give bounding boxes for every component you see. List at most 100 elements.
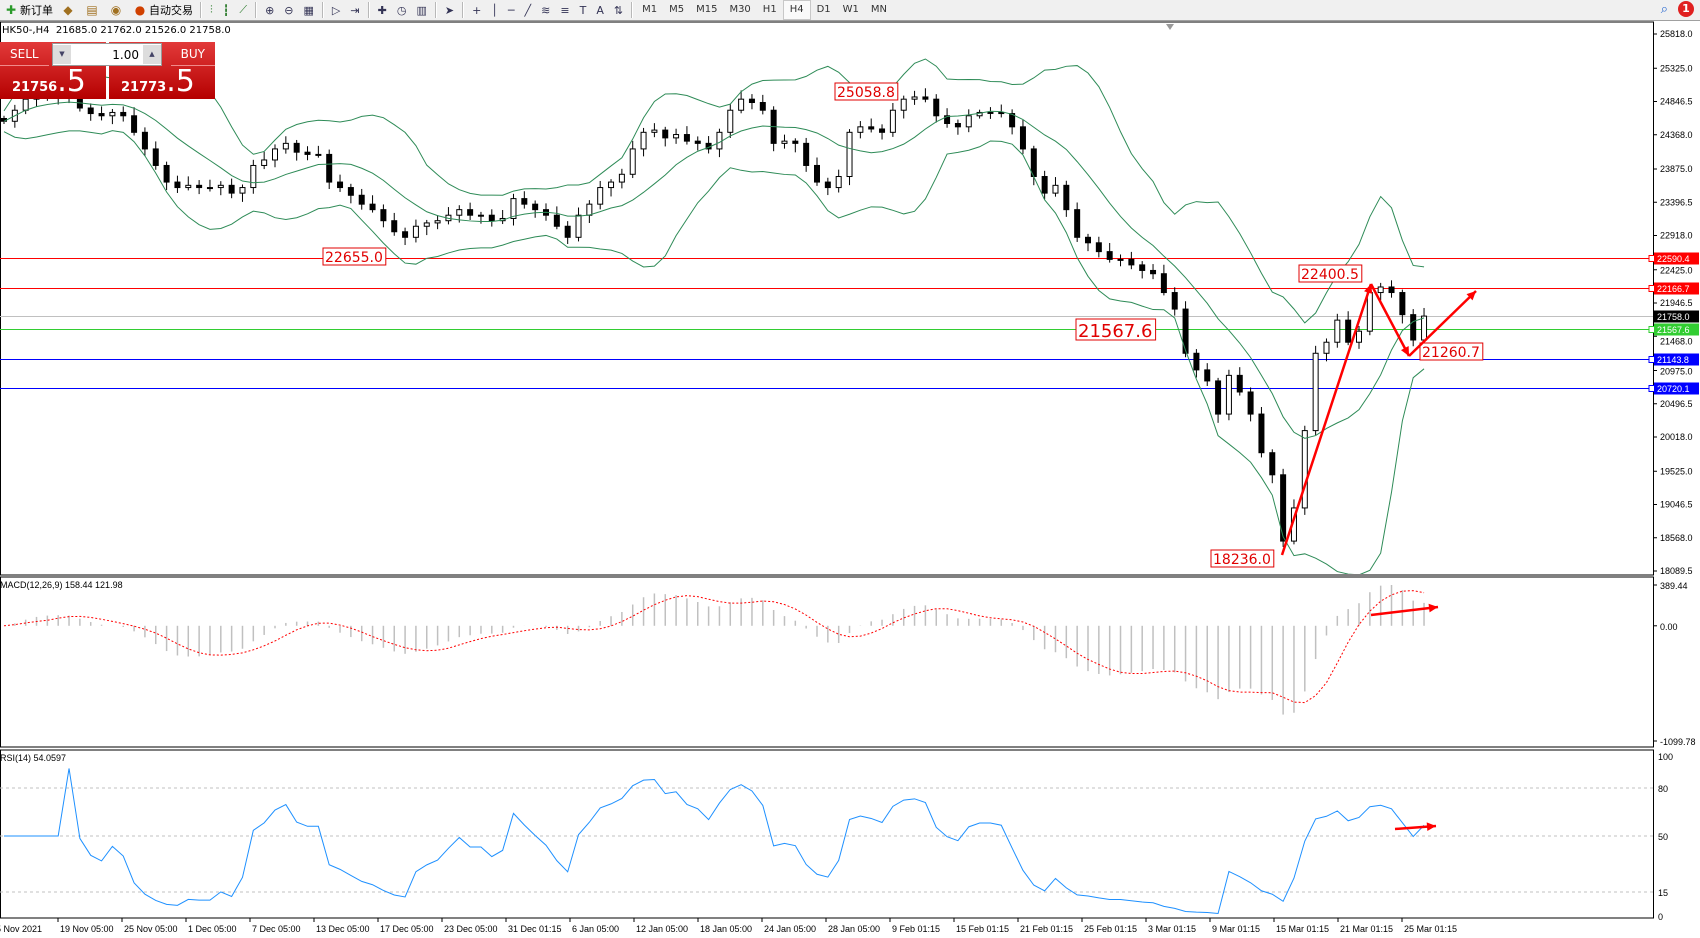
buy-price-main: 21773 bbox=[121, 80, 167, 95]
candlestick-icon[interactable]: ┇ bbox=[222, 3, 230, 17]
timeframe-d1[interactable]: D1 bbox=[816, 4, 831, 15]
candle-body bbox=[109, 111, 116, 117]
price-axis-label: 25818.0 bbox=[1660, 29, 1693, 39]
separator bbox=[367, 2, 370, 18]
macd-axis-label: 389.44 bbox=[1660, 581, 1688, 591]
timeframe-mn[interactable]: MN bbox=[870, 4, 887, 15]
price-line-label-bg bbox=[1654, 353, 1699, 366]
templates-icon[interactable]: ▥ bbox=[416, 3, 427, 17]
candle-body bbox=[618, 173, 625, 183]
candle-body bbox=[369, 203, 376, 211]
rsi-label: RSI(14) 54.0597 bbox=[0, 753, 66, 763]
periods-icon[interactable]: ◷ bbox=[396, 3, 407, 17]
buy-button[interactable]: BUY bbox=[170, 43, 215, 66]
bar-chart-icon[interactable]: ⫶ bbox=[210, 3, 213, 16]
lot-input[interactable] bbox=[71, 47, 143, 62]
rsi-axis-label: 80 bbox=[1658, 784, 1668, 794]
tile-windows-icon[interactable]: ▦ bbox=[303, 3, 314, 17]
vertical-line-icon[interactable]: │ bbox=[491, 3, 498, 17]
fibonacci-icon[interactable]: ≋ bbox=[541, 3, 551, 17]
toolbar-button[interactable]: ● 自动交易 bbox=[129, 1, 197, 19]
candle-body bbox=[326, 153, 333, 183]
separator bbox=[255, 2, 258, 18]
candle-body bbox=[673, 134, 680, 139]
text-icon[interactable]: T bbox=[579, 3, 587, 17]
timeframe-m5[interactable]: M5 bbox=[669, 4, 685, 15]
price-annotation: 25058.8 bbox=[837, 85, 895, 101]
time-axis-label: 17 Dec 05:00 bbox=[380, 924, 434, 934]
indicators-icon[interactable]: ✚ bbox=[377, 3, 387, 17]
zoom-in-icon[interactable]: ⊕ bbox=[265, 3, 275, 17]
rsi-arrow-head bbox=[1426, 822, 1436, 831]
candle-body bbox=[1193, 352, 1200, 371]
lot-stepper[interactable]: ▼ ▲ bbox=[52, 43, 162, 66]
signals-icon: ◉ bbox=[110, 3, 122, 17]
toolbar-button[interactable]: ▤ bbox=[81, 1, 105, 19]
timeframe-m30[interactable]: M30 bbox=[729, 4, 751, 15]
horizontal-line-icon[interactable]: ─ bbox=[507, 3, 515, 17]
price-line-label: 21143.8 bbox=[1657, 355, 1689, 365]
candle-body bbox=[1312, 352, 1319, 432]
auto-trading-icon: ● bbox=[134, 3, 146, 17]
sell-price: 21756.5 bbox=[12, 67, 86, 97]
candle-body bbox=[933, 98, 940, 117]
macd-signal-line bbox=[3, 590, 1425, 704]
candle-body bbox=[293, 142, 300, 153]
timeframe-m15[interactable]: M15 bbox=[696, 4, 718, 15]
time-axis-label: 3 Mar 01:15 bbox=[1148, 924, 1196, 934]
time-axis-label: 13 Dec 05:00 bbox=[316, 924, 370, 934]
timeframe-h1[interactable]: H1 bbox=[762, 4, 777, 15]
candle-body bbox=[1204, 369, 1211, 382]
lot-decrease-button[interactable]: ▼ bbox=[53, 45, 71, 64]
autoscroll-icon[interactable]: ⇥ bbox=[350, 3, 360, 17]
candle-body bbox=[944, 115, 951, 124]
timeframe-m1[interactable]: M1 bbox=[642, 4, 658, 15]
toolbar-button-label: 自动交易 bbox=[149, 4, 193, 17]
candle-body bbox=[163, 164, 170, 183]
lot-increase-button[interactable]: ▲ bbox=[143, 45, 161, 64]
price-axis-label: 20018.0 bbox=[1660, 432, 1693, 442]
zoom-out-icon[interactable]: ⊖ bbox=[284, 3, 294, 17]
sell-button[interactable]: SELL bbox=[0, 43, 49, 66]
arrows-icon[interactable]: ⇅ bbox=[613, 3, 624, 17]
candle-body bbox=[412, 225, 419, 238]
toolbar-button[interactable]: ◉ bbox=[105, 1, 129, 19]
search-icon[interactable]: ⌕ bbox=[1660, 1, 1668, 17]
chart-shift-icon[interactable]: ▷ bbox=[331, 3, 341, 17]
label-icon[interactable]: A bbox=[596, 3, 604, 17]
candle-body bbox=[239, 187, 246, 194]
toolbar-button[interactable]: ◆ bbox=[57, 1, 81, 19]
candle-body bbox=[1074, 209, 1081, 238]
price-axis-label: 23396.5 bbox=[1660, 197, 1693, 207]
price-annotation: 18236.0 bbox=[1213, 552, 1271, 568]
candle-body bbox=[467, 209, 474, 216]
candle-body bbox=[824, 181, 831, 189]
candle-body bbox=[835, 176, 842, 189]
metaeditor-icon: ◆ bbox=[63, 3, 73, 17]
candle-body bbox=[1182, 308, 1189, 354]
candle-body bbox=[954, 122, 961, 128]
price-line-label: 20720.1 bbox=[1657, 384, 1690, 394]
timeframe-w1[interactable]: W1 bbox=[842, 4, 859, 15]
candle-body bbox=[22, 98, 29, 111]
candle-body bbox=[1377, 286, 1384, 294]
price-line-label-bg bbox=[1654, 252, 1699, 265]
rsi-axis-label: 0 bbox=[1658, 912, 1663, 922]
candle-body bbox=[640, 131, 647, 150]
rsi-panel bbox=[0, 749, 1654, 919]
candle-body bbox=[651, 129, 658, 133]
buy-price: 21773.5 bbox=[121, 67, 195, 97]
time-axis-label: 21 Mar 01:15 bbox=[1340, 924, 1393, 934]
crosshair-icon[interactable]: + bbox=[472, 3, 482, 17]
line-chart-icon[interactable]: ⟋ bbox=[239, 3, 248, 16]
notification-badge[interactable]: 1 bbox=[1678, 1, 1694, 17]
candle-body bbox=[152, 148, 159, 166]
channel-icon[interactable]: ≡ bbox=[560, 3, 570, 17]
candle-body bbox=[1052, 184, 1059, 194]
trendline-icon[interactable]: ╱ bbox=[524, 3, 532, 17]
toolbar-button[interactable]: ✚ 新订单 bbox=[0, 1, 57, 19]
cursor-icon[interactable]: ➤ bbox=[444, 3, 455, 17]
timeframe-h4[interactable]: H4 bbox=[782, 0, 811, 20]
candle-body bbox=[922, 96, 929, 100]
